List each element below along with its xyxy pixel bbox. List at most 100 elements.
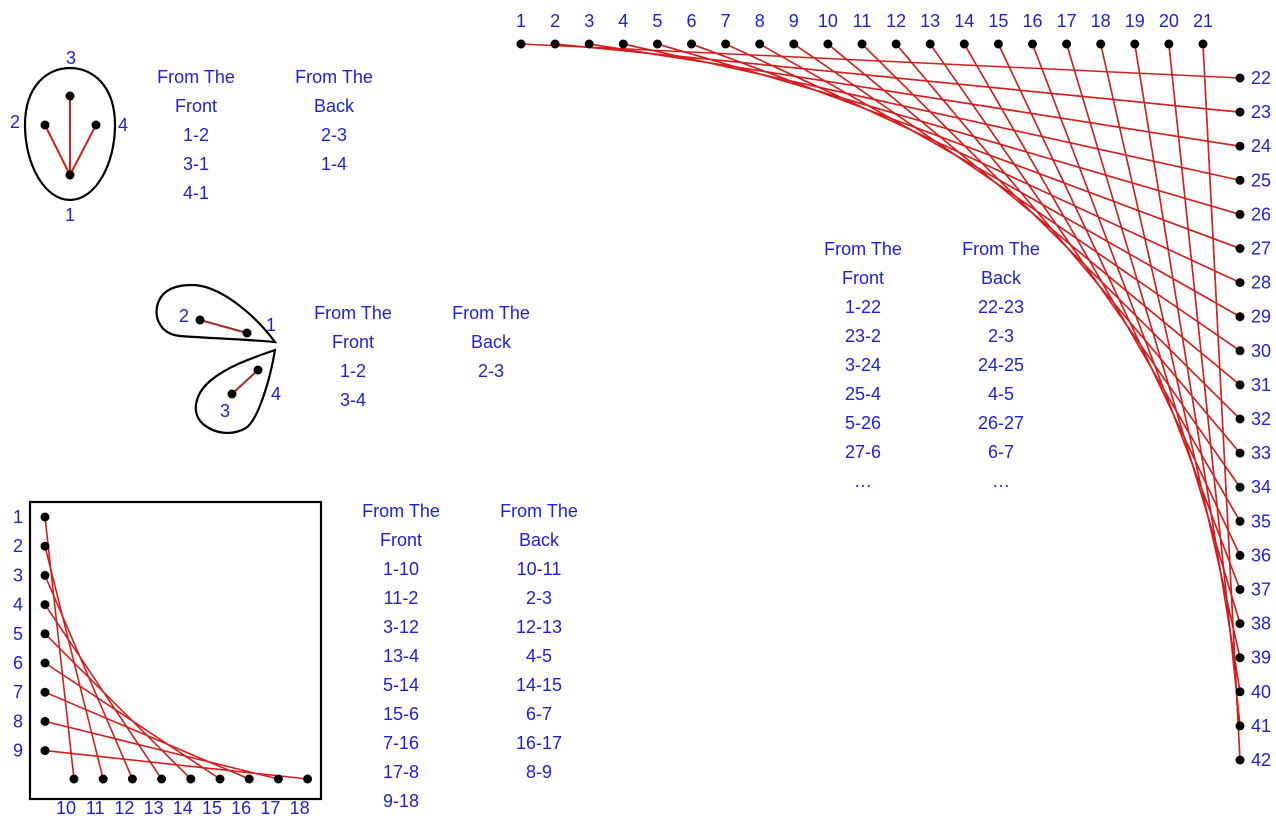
pin bbox=[925, 39, 935, 49]
teardrop-figure: 1 2 3 4 bbox=[10, 48, 128, 225]
pin-label: 1 bbox=[266, 315, 276, 335]
pin bbox=[273, 774, 283, 784]
pin bbox=[1235, 244, 1245, 253]
step-front: 3-1 bbox=[182, 154, 209, 174]
step-front: 1-22 bbox=[844, 297, 882, 317]
thread bbox=[997, 43, 1241, 556]
pin bbox=[157, 774, 167, 784]
thread bbox=[44, 749, 308, 780]
column-header: Back bbox=[470, 332, 512, 352]
pin bbox=[40, 541, 50, 551]
column-header: From The bbox=[452, 303, 530, 323]
pin-label: 10 bbox=[56, 798, 76, 818]
upper-petal-outline bbox=[155, 283, 278, 344]
pin-label: 3 bbox=[220, 401, 230, 421]
pin-label: 29 bbox=[1251, 307, 1271, 327]
step-back: 6-7 bbox=[525, 704, 552, 724]
pin bbox=[40, 716, 50, 726]
pin-label: 14 bbox=[173, 798, 193, 818]
step-front: 27-6 bbox=[844, 442, 882, 462]
teardrop-outline bbox=[23, 66, 117, 202]
pin bbox=[857, 39, 867, 49]
pin-label: 30 bbox=[1251, 341, 1271, 361]
pin-label: 41 bbox=[1251, 716, 1271, 736]
pin-label: 3 bbox=[66, 48, 76, 68]
pin bbox=[1130, 39, 1140, 49]
step-front: 1-10 bbox=[382, 559, 420, 579]
pin bbox=[1235, 619, 1245, 629]
pin-label: 19 bbox=[1125, 11, 1145, 31]
teardrop-front-column: From The Front 1-2 3-1 4-1 bbox=[141, 63, 251, 208]
pin-label: 8 bbox=[755, 11, 765, 31]
step-back: 26-27 bbox=[977, 413, 1025, 433]
step-back: 2-3 bbox=[477, 361, 504, 381]
pin-label: 7 bbox=[13, 682, 23, 702]
pin bbox=[1028, 39, 1037, 49]
pin-label: 15 bbox=[202, 798, 222, 818]
column-header: From The bbox=[295, 67, 373, 87]
thread bbox=[1099, 43, 1241, 658]
pin-label: 13 bbox=[920, 11, 940, 31]
pin bbox=[303, 774, 313, 784]
pin bbox=[721, 39, 731, 49]
pin-label: 14 bbox=[954, 11, 974, 31]
step-back: 14-15 bbox=[515, 675, 563, 695]
teardrop-pins bbox=[40, 91, 101, 180]
pin bbox=[127, 774, 137, 784]
step-list: 1-2 3-1 4-1 bbox=[141, 121, 251, 208]
column-header: From The bbox=[824, 239, 902, 259]
pin bbox=[1096, 39, 1106, 49]
pin-label: 4 bbox=[271, 384, 281, 404]
thread bbox=[1168, 43, 1241, 726]
pin-label: 24 bbox=[1251, 136, 1271, 156]
pin-label: 2 bbox=[179, 306, 189, 326]
pin-label: 12 bbox=[114, 798, 134, 818]
step-list: 10-11 2-3 12-13 4-5 14-15 6-7 16-17 8-9 bbox=[484, 555, 594, 787]
step-back: 24-25 bbox=[977, 355, 1025, 375]
pin-label: 13 bbox=[144, 798, 164, 818]
pin bbox=[40, 687, 50, 697]
pin bbox=[40, 570, 50, 580]
pin-label: 23 bbox=[1251, 102, 1271, 122]
step-back: 4-5 bbox=[987, 384, 1014, 404]
pin-label: 40 bbox=[1251, 682, 1271, 702]
pin bbox=[69, 774, 79, 784]
pin bbox=[1235, 175, 1245, 185]
pin-label: 9 bbox=[789, 11, 799, 31]
step-list: 1-22 23-2 3-24 25-4 5-26 27-6… bbox=[808, 293, 918, 496]
pin bbox=[1235, 107, 1245, 117]
pin-label: 17 bbox=[1057, 11, 1077, 31]
pin bbox=[1235, 585, 1245, 594]
square-pins bbox=[40, 512, 313, 784]
pin-label: 6 bbox=[13, 653, 23, 673]
pin-label: 1 bbox=[516, 11, 526, 31]
step-front: 11-2 bbox=[383, 588, 419, 608]
curve-pins bbox=[516, 39, 1245, 765]
pin-label: 31 bbox=[1251, 375, 1271, 395]
square-frame bbox=[28, 500, 323, 801]
thread-4-1 bbox=[69, 124, 97, 176]
pin-label: 42 bbox=[1251, 750, 1271, 770]
pin-label: 16 bbox=[1022, 11, 1042, 31]
pin bbox=[1235, 73, 1245, 83]
pin-label: 20 bbox=[1159, 11, 1179, 31]
curve-front-column: From The Front 1-22 23-2 3-24 25-4 5-26 27-6… bbox=[808, 235, 918, 496]
pin bbox=[516, 39, 526, 49]
thread bbox=[929, 43, 1241, 488]
pin-label: 21 bbox=[1193, 11, 1213, 31]
step-front: 1-2 bbox=[182, 125, 209, 145]
pin-label: 18 bbox=[290, 798, 310, 818]
step-back: 8-9 bbox=[525, 762, 552, 782]
step-back: 12-13 bbox=[515, 617, 563, 637]
thread bbox=[1134, 43, 1241, 692]
pin-label: 5 bbox=[13, 624, 23, 644]
pin bbox=[98, 774, 108, 784]
column-header: Front bbox=[174, 96, 217, 116]
pin bbox=[1235, 516, 1245, 526]
step-back: … bbox=[992, 471, 1010, 491]
pin bbox=[40, 746, 50, 756]
step-front: 15-6 bbox=[382, 704, 420, 724]
thread bbox=[44, 720, 279, 780]
pin bbox=[550, 39, 560, 49]
